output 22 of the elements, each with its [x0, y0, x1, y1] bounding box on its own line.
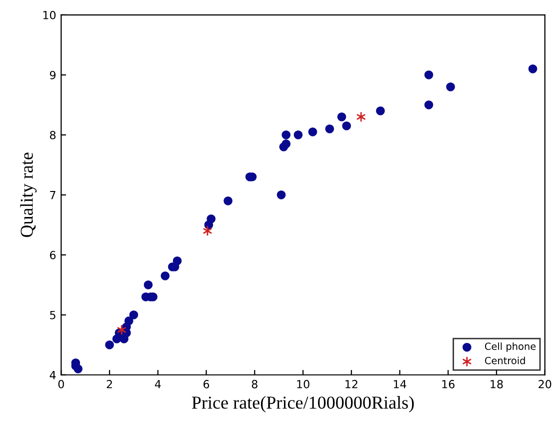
legend-label: Centroid: [484, 356, 525, 364]
y-axis-title: Quality rate: [20, 152, 37, 238]
x-tick-label: 16: [442, 380, 455, 388]
x-tick-label: 0: [58, 380, 64, 388]
x-axis-title: Price rate(Price/1000000Rials): [192, 396, 414, 412]
y-tick-label: 6: [50, 250, 56, 260]
x-tick-label: 2: [106, 380, 112, 388]
y-tick-label: 4: [50, 371, 56, 380]
y-tick-label: 10: [43, 10, 56, 20]
x-tick-label: 6: [204, 380, 210, 388]
x-tick-label: 10: [297, 380, 310, 388]
x-tick-label: 8: [252, 380, 258, 388]
x-tick-label: 4: [154, 380, 161, 388]
x-tick-label: 20: [538, 380, 552, 388]
x-tick-label: 18: [490, 380, 503, 388]
y-tick-label: 9: [50, 70, 56, 80]
x-tick-label: 12: [346, 380, 358, 388]
y-tick-label: 5: [50, 311, 56, 320]
x-tick-label: 14: [394, 380, 406, 388]
y-tick-label: 8: [50, 130, 56, 140]
legend-label: Cell phone: [484, 342, 536, 352]
y-tick-label: 7: [50, 191, 56, 200]
